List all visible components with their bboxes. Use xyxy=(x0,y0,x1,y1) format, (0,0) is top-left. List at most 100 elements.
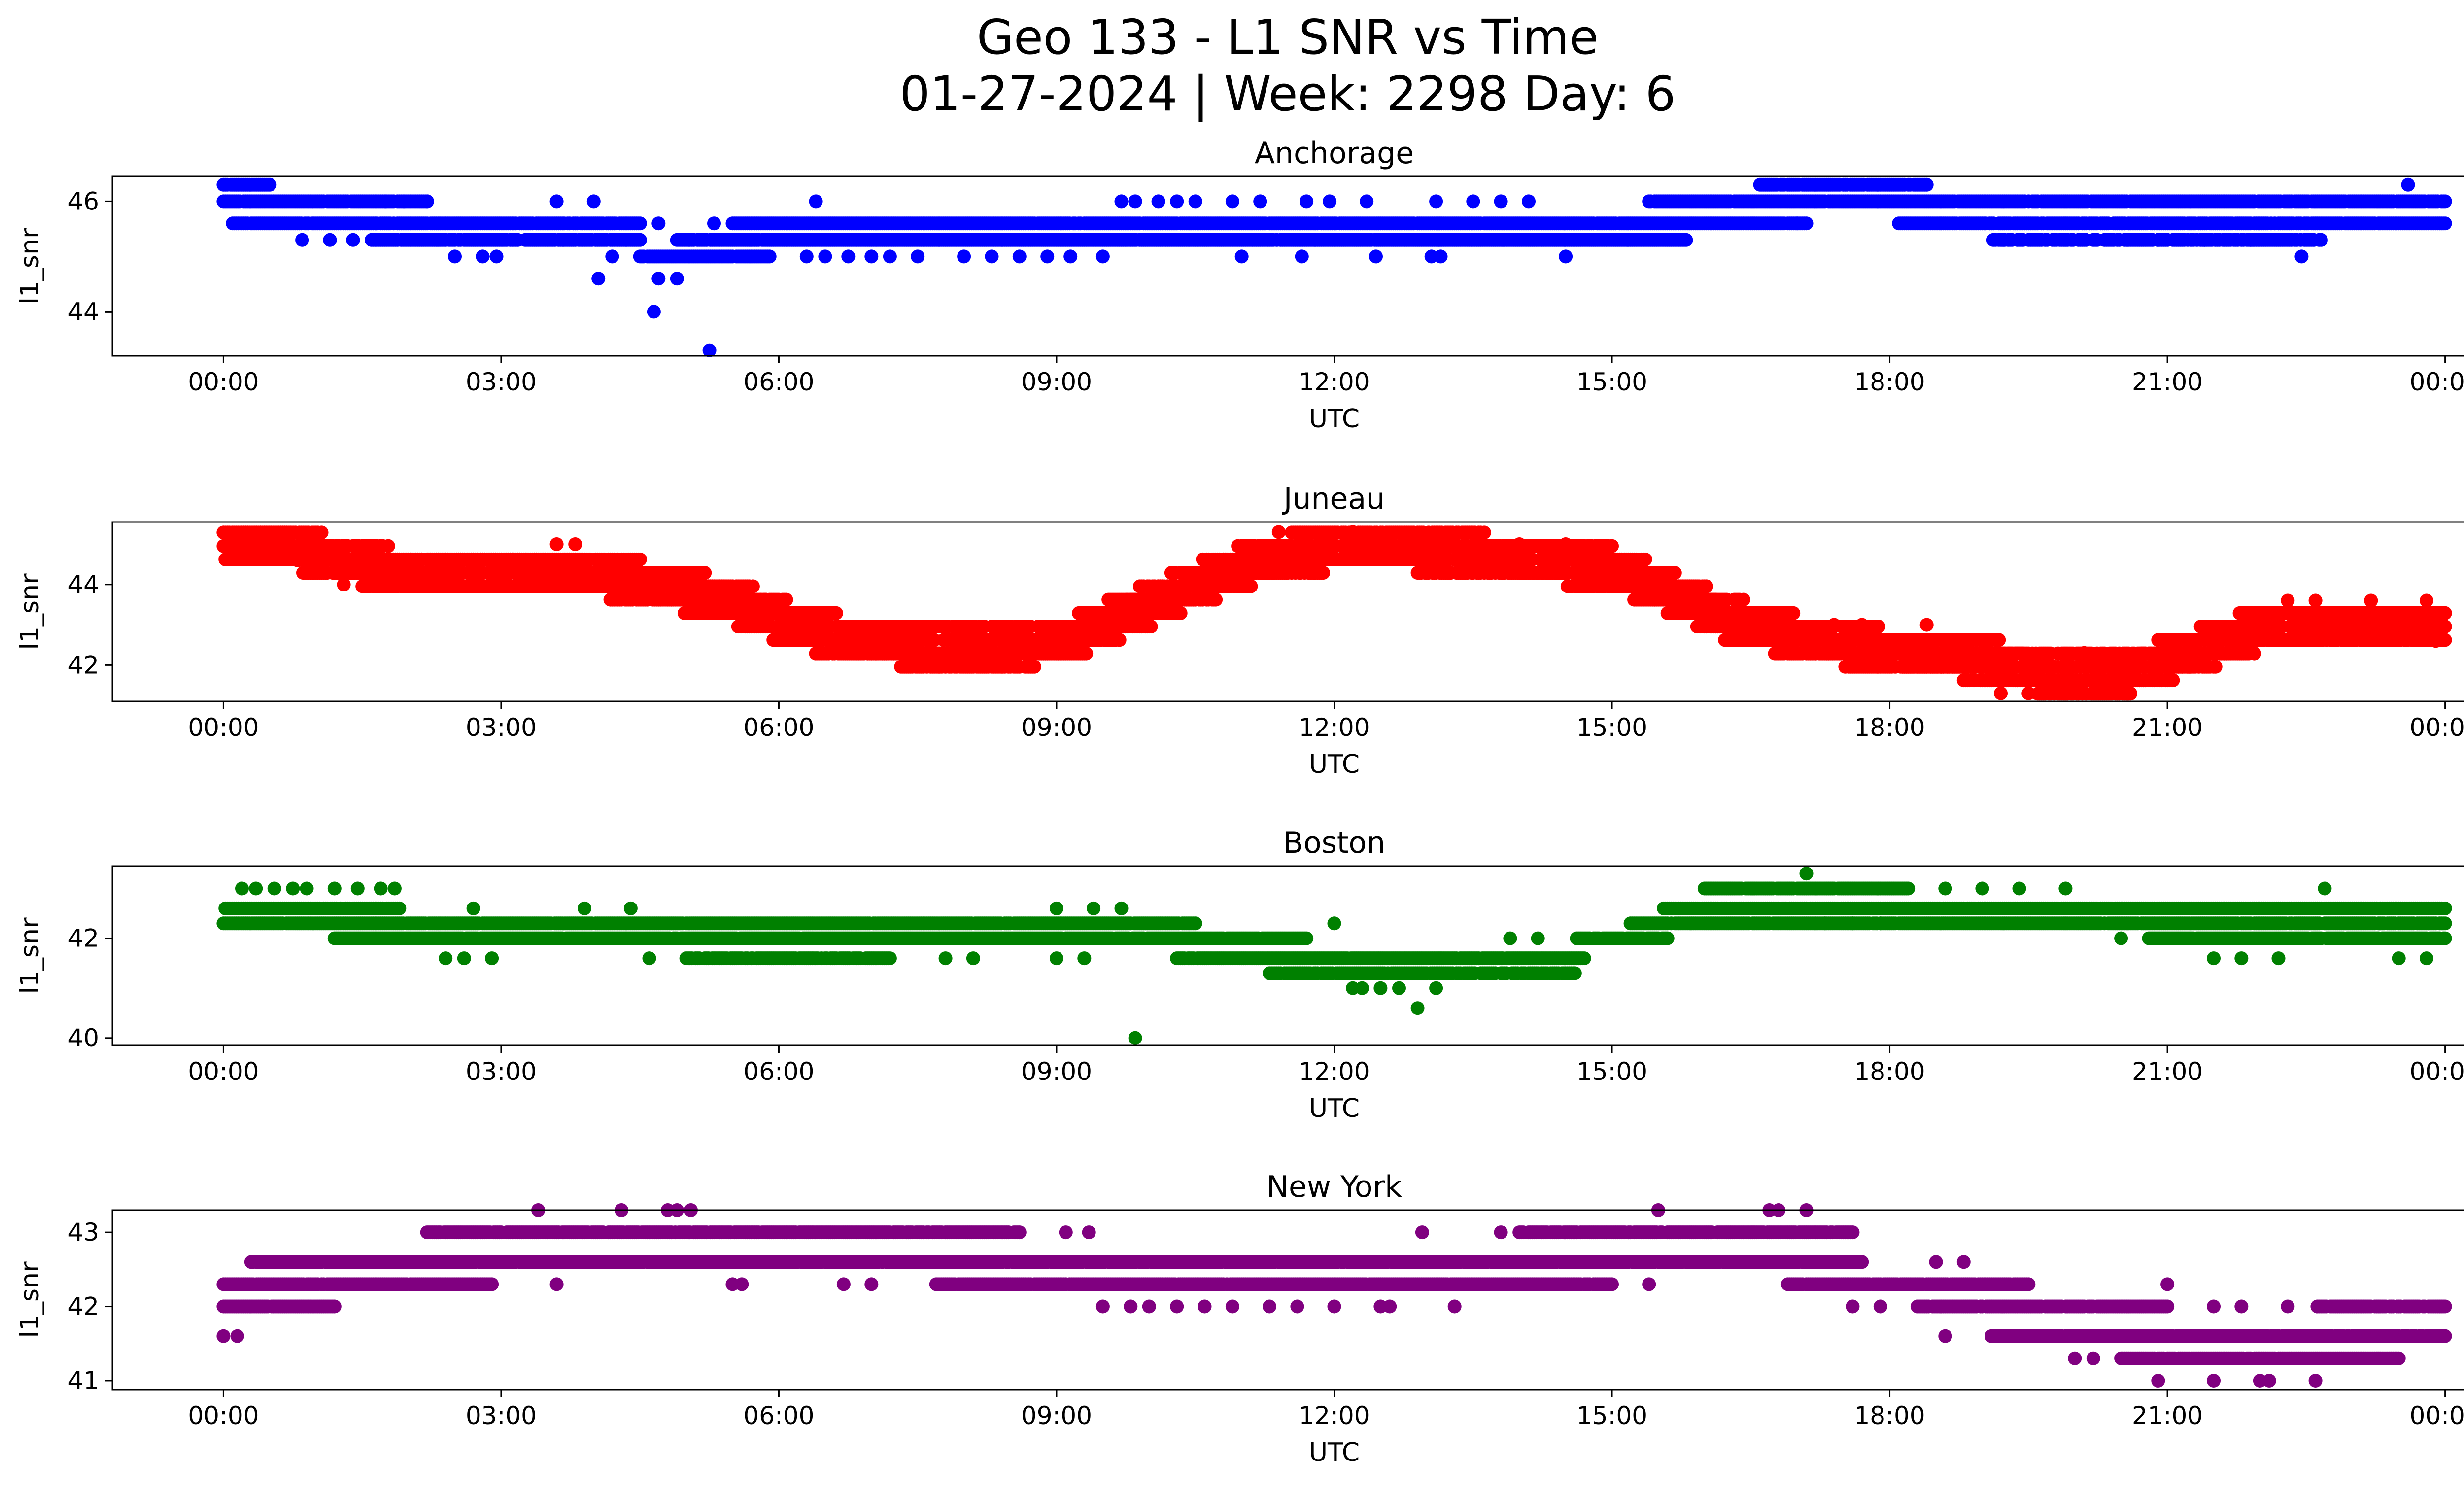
y-tick-label: 46 xyxy=(68,187,99,215)
x-tick-label: 06:00 xyxy=(743,368,814,396)
data-point xyxy=(707,216,721,231)
data-point xyxy=(378,194,393,209)
data-point xyxy=(1225,194,1239,209)
data-point xyxy=(911,249,925,264)
data-point xyxy=(633,233,647,247)
data-point xyxy=(2438,194,2452,209)
x-tick-label: 00:00 xyxy=(2410,368,2464,396)
x-tick-label: 03:00 xyxy=(466,368,537,396)
data-point xyxy=(779,592,793,607)
data-point xyxy=(746,579,760,593)
data-point xyxy=(762,249,777,264)
data-point xyxy=(864,249,879,264)
figure-title-line-1: Geo 133 - L1 SNR vs Time xyxy=(977,9,1599,65)
data-point xyxy=(2197,233,2212,247)
data-point xyxy=(549,194,564,209)
data-point xyxy=(633,552,647,566)
data-point xyxy=(1295,249,1309,264)
chart-title: Anchorage xyxy=(1255,136,1414,171)
data-point xyxy=(1114,194,1129,209)
data-point xyxy=(1360,194,1374,209)
data-point xyxy=(799,249,814,264)
data-point xyxy=(809,194,823,209)
data-point xyxy=(1173,606,1188,620)
data-point xyxy=(1919,177,1934,192)
data-point xyxy=(1522,194,1536,209)
data-point xyxy=(2438,216,2452,231)
data-point xyxy=(1040,249,1055,264)
data-point xyxy=(2314,233,2328,247)
data-point xyxy=(1234,249,1249,264)
data-point xyxy=(314,525,329,540)
data-point xyxy=(1323,194,1337,209)
data-point xyxy=(1466,194,1480,209)
data-point xyxy=(1095,249,1110,264)
data-point xyxy=(2401,177,2415,192)
data-point xyxy=(2294,249,2309,264)
x-tick-label: 21:00 xyxy=(2132,368,2203,396)
data-point xyxy=(346,233,360,247)
data-point xyxy=(1188,194,1202,209)
data-point xyxy=(670,272,684,286)
data-point xyxy=(829,606,843,620)
data-point xyxy=(591,272,606,286)
data-point xyxy=(295,233,309,247)
data-point xyxy=(841,249,856,264)
data-point xyxy=(957,249,971,264)
data-point xyxy=(489,249,504,264)
data-point xyxy=(1170,194,1184,209)
data-point xyxy=(1144,620,1158,634)
data-point xyxy=(818,249,832,264)
data-point xyxy=(1253,194,1267,209)
data-point xyxy=(323,233,337,247)
data-point xyxy=(381,539,395,553)
data-points xyxy=(216,177,2452,357)
data-point xyxy=(1559,249,1573,264)
data-point xyxy=(1128,194,1142,209)
y-tick-label: 44 xyxy=(68,297,99,326)
data-point xyxy=(397,194,411,209)
chart-anchorage: 00:00 03:00 06:00 09:00 12:00 15:00 18:00 21:00… xyxy=(15,136,2464,434)
data-point xyxy=(1027,660,1041,674)
data-point xyxy=(1209,592,1223,607)
y-axis-label: l1_snr xyxy=(15,228,45,305)
data-point xyxy=(1369,249,1383,264)
data-point xyxy=(476,249,490,264)
data-point xyxy=(1300,194,1314,209)
x-tick-label: 15:00 xyxy=(1576,368,1647,396)
data-point xyxy=(1112,633,1127,647)
data-point xyxy=(883,249,897,264)
data-point xyxy=(1063,249,1078,264)
x-tick-label: 12:00 xyxy=(1299,368,1369,396)
data-point xyxy=(985,249,999,264)
data-point xyxy=(448,249,462,264)
data-point xyxy=(586,194,601,209)
data-point xyxy=(1151,194,1165,209)
x-tick-label: 18:00 xyxy=(1854,368,1925,396)
data-points xyxy=(216,525,2452,701)
data-point xyxy=(1429,194,1443,209)
data-point xyxy=(647,305,661,319)
data-point xyxy=(633,216,647,231)
data-point xyxy=(651,272,666,286)
data-point xyxy=(1679,233,1693,247)
figure-title: Geo 133 - L1 SNR vs Time 01-27-2024 | We… xyxy=(0,9,2464,122)
data-point xyxy=(2151,233,2165,247)
x-tick-label: 00:00 xyxy=(188,368,259,396)
x-axis-label: UTC xyxy=(1309,404,1360,434)
x-tick-label: 09:00 xyxy=(1021,368,1092,396)
data-point xyxy=(1244,579,1258,593)
figure-title-line-2: 01-27-2024 | Week: 2298 Day: 6 xyxy=(899,66,1676,122)
data-point xyxy=(420,194,434,209)
data-point xyxy=(1434,249,1448,264)
data-point xyxy=(1012,249,1027,264)
data-point xyxy=(1790,216,1804,231)
data-point xyxy=(2244,233,2258,247)
data-point xyxy=(698,566,712,580)
data-point xyxy=(605,249,619,264)
data-point xyxy=(263,177,277,192)
data-point xyxy=(1494,194,1508,209)
data-point xyxy=(651,216,666,231)
chart-juneau: 00:00 03:00 06:00 09:00 12:00 15:00 18:00 21:00… xyxy=(15,482,2464,779)
